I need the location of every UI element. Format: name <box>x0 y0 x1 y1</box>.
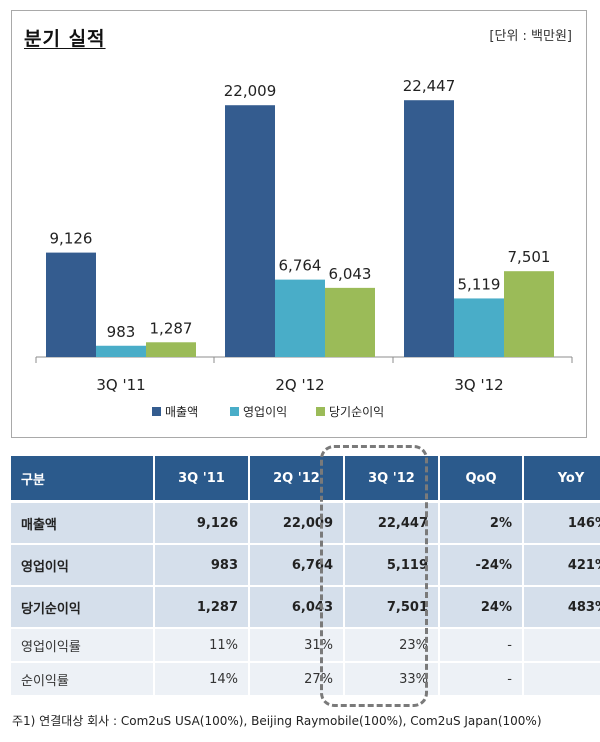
x-tick-label: 2Q '12 <box>275 376 324 394</box>
legend-swatch <box>230 407 239 416</box>
data-label: 6,764 <box>279 257 322 275</box>
unit-note: [단위 : 백만원] <box>489 29 572 44</box>
data-label: 22,447 <box>403 77 456 95</box>
column-header: 3Q '12 <box>344 456 440 503</box>
table-cell: 24% <box>439 586 524 629</box>
data-label: 22,009 <box>224 82 277 100</box>
bar-1-3 <box>404 100 454 357</box>
table-cell: 22,009 <box>249 501 345 545</box>
legend-label: 매출액 <box>165 405 198 419</box>
chart-title: 분기 실적 <box>24 28 106 50</box>
bar-2-3 <box>454 298 504 357</box>
table-cell: 11% <box>154 628 250 663</box>
table-cell: 6,764 <box>249 544 345 587</box>
data-label: 5,119 <box>458 275 501 293</box>
legend-label: 영업이익 <box>243 405 287 419</box>
column-header: 3Q '11 <box>154 456 250 503</box>
column-header: QoQ <box>439 456 524 503</box>
table-cell: 9,126 <box>154 501 250 545</box>
table-cell: 5,119 <box>344 544 440 587</box>
table-cell: 31% <box>249 628 345 663</box>
column-header: 2Q '12 <box>249 456 345 503</box>
footnote: 주1) 연결대상 회사 : Com2uS USA(100%), Beijing … <box>12 714 542 728</box>
bar-2-1 <box>96 345 146 357</box>
bar-1-1 <box>46 252 96 357</box>
data-label: 1,287 <box>150 319 193 337</box>
table-cell: 6,043 <box>249 586 345 629</box>
table-cell: 2% <box>439 501 524 545</box>
x-tick-label: 3Q '11 <box>96 376 145 394</box>
row-label: 당기순이익 <box>11 586 155 629</box>
chart-panel: 분기 실적 [단위 : 백만원] 9,126 983 1,287 3Q '11 22,0… <box>11 10 587 438</box>
column-header: 구분 <box>11 456 155 503</box>
table-cell: 983 <box>154 544 250 587</box>
table-cell: 22,447 <box>344 501 440 545</box>
results-table: 구분 3Q '11 2Q '12 3Q '12 QoQ YoY 매출액 9,126 22,00… <box>11 456 600 697</box>
table-cell: -24% <box>439 544 524 587</box>
bar-3-3 <box>504 271 554 357</box>
table-header-row: 구분 3Q '11 2Q '12 3Q '12 QoQ YoY <box>11 456 600 503</box>
table-cell: - <box>523 628 600 663</box>
table-cell: 483% <box>523 586 600 629</box>
bar-chart: 9,126 983 1,287 3Q '11 22,009 6,764 6,043 2Q '1… <box>35 77 573 419</box>
table-cell: - <box>439 628 524 663</box>
row-label: 매출액 <box>11 501 155 545</box>
data-label: 9,126 <box>50 230 93 248</box>
table-cell: 27% <box>249 662 345 697</box>
table-cell: 23% <box>344 628 440 663</box>
bar-3-2 <box>325 287 375 357</box>
bar-1-2 <box>225 105 275 357</box>
bar-2-2 <box>275 279 325 357</box>
row-label: 영업이익률 <box>11 628 155 663</box>
data-label: 7,501 <box>508 248 551 266</box>
table-cell: - <box>523 662 600 697</box>
table-cell: 421% <box>523 544 600 587</box>
legend-swatch <box>316 407 325 416</box>
column-header: YoY <box>523 456 600 503</box>
x-tick-label: 3Q '12 <box>454 376 503 394</box>
data-label: 6,043 <box>329 265 372 283</box>
table-cell: 7,501 <box>344 586 440 629</box>
row-label: 영업이익 <box>11 544 155 587</box>
row-label: 순이익률 <box>11 662 155 697</box>
data-label: 983 <box>107 323 136 341</box>
legend-label: 당기순이익 <box>329 405 384 419</box>
table-cell: 33% <box>344 662 440 697</box>
bar-3-1 <box>146 342 196 357</box>
highlight-3q12-column <box>320 445 428 707</box>
table-cell: - <box>439 662 524 697</box>
table-cell: 14% <box>154 662 250 697</box>
table-cell: 146% <box>523 501 600 545</box>
table-cell: 1,287 <box>154 586 250 629</box>
legend-swatch <box>152 407 161 416</box>
